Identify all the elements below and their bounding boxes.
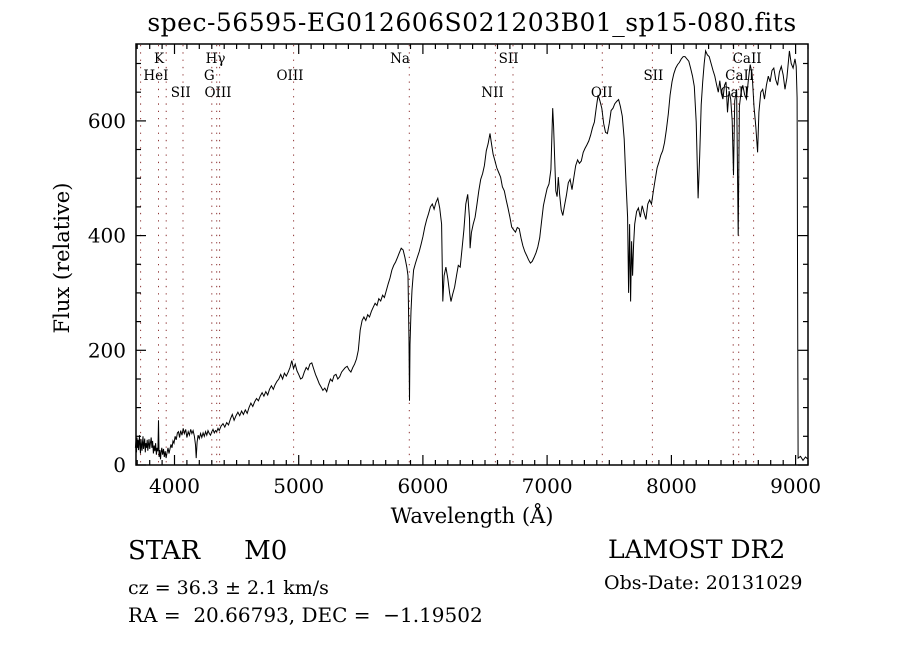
spectrum-trace — [134, 49, 809, 462]
y-tick-label: 400 — [88, 224, 126, 248]
line-label-hγ: Hγ — [206, 51, 226, 67]
coordinates-text: RA = 20.66793, DEC = −1.19502 — [128, 603, 483, 627]
obs-date-text: Obs-Date: 20131029 — [604, 572, 803, 594]
object-type: STAR — [128, 536, 201, 566]
line-label-sii: SII — [171, 85, 191, 101]
y-axis-ticks: 0 200 400 600 — [88, 62, 808, 477]
line-label-k: K — [154, 51, 165, 67]
line-label-sii: SII — [499, 51, 519, 67]
line-label-caii: CaII — [725, 68, 754, 84]
line-label-oiii: OIII — [204, 85, 231, 101]
line-label-caii: CaII — [720, 85, 749, 101]
plot-frame — [135, 43, 809, 466]
y-tick-label: 200 — [88, 338, 126, 362]
object-subclass: M0 — [244, 536, 288, 566]
x-tick-label: 8000 — [646, 474, 697, 498]
spectral-line-markers — [140, 45, 755, 464]
survey-release-text: LAMOST DR2 — [608, 535, 786, 564]
line-label-nii: NII — [481, 85, 503, 101]
line-label-g: G — [204, 68, 215, 84]
x-tick-label: 6000 — [397, 474, 448, 498]
x-axis-ticks: 4000 5000 6000 7000 8000 9000 — [136, 44, 821, 498]
line-label-sii: SII — [643, 68, 663, 84]
line-label-na: Na — [390, 51, 410, 67]
x-tick-label: 9000 — [770, 474, 821, 498]
spectral-line-labels: KHeISIIHγGOIIIOIIINaNIISIIOIISIICaIICaII… — [143, 51, 761, 101]
y-tick-label: 0 — [113, 453, 126, 477]
y-tick-label: 600 — [88, 109, 126, 133]
line-label-oiii: OIII — [276, 68, 303, 84]
x-tick-label: 5000 — [273, 474, 324, 498]
line-label-caii: CaII — [733, 51, 762, 67]
plot-title: spec-56595-EG012606S021203B01_sp15-080.f… — [147, 8, 797, 37]
x-tick-label: 7000 — [522, 474, 573, 498]
radial-velocity-text: cz = 36.3 ± 2.1 km/s — [128, 577, 329, 599]
object-classification: STAR M0 — [128, 536, 287, 566]
y-axis-label: Flux (relative) — [50, 182, 74, 334]
line-label-oii: OII — [591, 85, 613, 101]
x-tick-label: 4000 — [149, 474, 200, 498]
x-axis-label: Wavelength (Å) — [390, 504, 554, 528]
line-label-hei: HeI — [143, 68, 168, 84]
